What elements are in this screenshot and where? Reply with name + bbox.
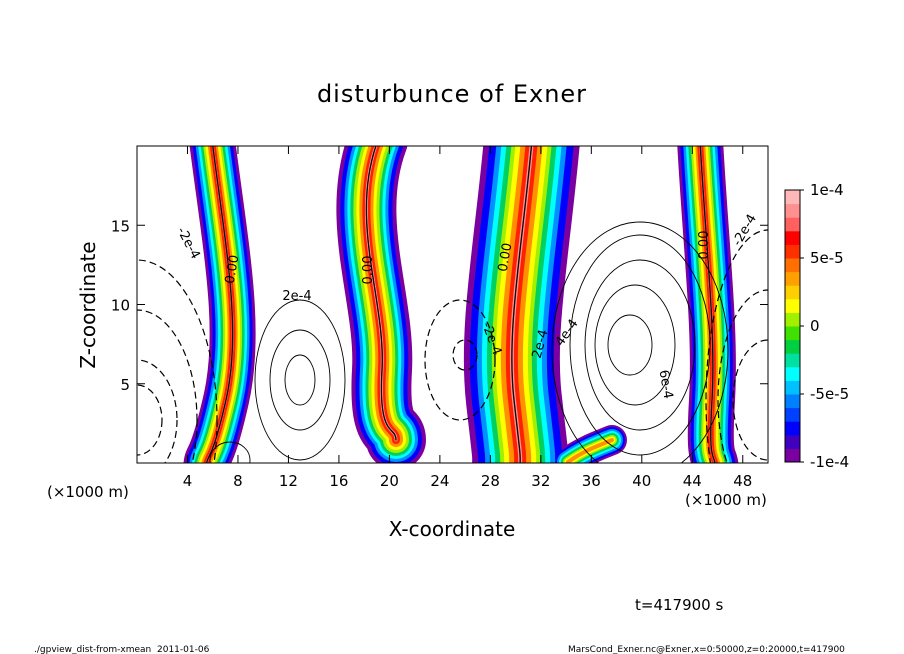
y-tick-label: 10 bbox=[111, 297, 130, 315]
colorbar-band bbox=[785, 312, 800, 327]
colorbar-band bbox=[785, 366, 800, 381]
colorbar-band bbox=[785, 353, 800, 368]
footer-left: ./gpview_dist-from-xmean 2011-01-06 bbox=[34, 645, 210, 654]
y-axis-label: Z-coordinate bbox=[76, 241, 100, 368]
colorbar-band bbox=[785, 394, 800, 409]
colorbar-band bbox=[785, 217, 800, 232]
contour-label: 2e-4 bbox=[282, 289, 311, 304]
contour-field: -2e-4 0.00 2e-4 0.00 -2e-4 0.00 2e-4 4e-… bbox=[137, 146, 768, 463]
x-tick-label: 48 bbox=[733, 472, 752, 490]
annotation: t=417900 s bbox=[635, 596, 723, 614]
colorbar-band bbox=[785, 190, 800, 205]
contour-label: -2e-4 bbox=[174, 225, 203, 262]
contour-label: -2e-4 bbox=[730, 212, 760, 249]
x-tick-label: 28 bbox=[481, 472, 500, 490]
colorbar-band bbox=[785, 285, 800, 300]
x-tick-label: 4 bbox=[183, 472, 193, 490]
x-unit-label: (×1000 m) bbox=[685, 491, 767, 509]
x-tick-label: 20 bbox=[380, 472, 399, 490]
x-tick-label: 8 bbox=[233, 472, 243, 490]
colorbar bbox=[785, 190, 800, 463]
contour-label: 0.00 bbox=[697, 231, 712, 260]
x-tick-label: 36 bbox=[582, 472, 601, 490]
colorbar-band bbox=[785, 230, 800, 245]
contour-label: 0.00 bbox=[361, 256, 376, 285]
colorbar-band bbox=[785, 339, 800, 354]
colorbar-band bbox=[785, 407, 800, 422]
colorbar-band bbox=[785, 434, 800, 449]
x-unit-label: (×1000 m) bbox=[47, 483, 129, 501]
colorbar-tick-label: 0 bbox=[810, 317, 820, 335]
colorbar-band bbox=[785, 298, 800, 313]
colorbar-tick-label: 1e-4 bbox=[810, 181, 844, 199]
colorbar-band bbox=[785, 271, 800, 286]
chart-title: disturbunce of Exner bbox=[317, 80, 587, 108]
colorbar-band bbox=[785, 380, 800, 395]
colorbar-band bbox=[785, 326, 800, 341]
colorbar-tick-label: -1e-4 bbox=[810, 453, 849, 471]
colorbar-band bbox=[785, 203, 800, 218]
contour-label: 2e-4 bbox=[530, 328, 552, 360]
contour-lines bbox=[137, 221, 768, 463]
colorbar-tick-label: 5e-5 bbox=[810, 249, 844, 267]
contour-label: 0.00 bbox=[496, 242, 516, 273]
colorbar-band bbox=[785, 244, 800, 259]
colorbar-tick-label: -5e-5 bbox=[810, 385, 849, 403]
x-axis-label: X-coordinate bbox=[389, 517, 516, 541]
y-tick-label: 15 bbox=[111, 217, 130, 235]
x-tick-label: 12 bbox=[279, 472, 298, 490]
x-tick-label: 40 bbox=[632, 472, 651, 490]
colorbar-band bbox=[785, 421, 800, 436]
contour-label: 6e-4 bbox=[656, 369, 676, 400]
colorbar-band bbox=[785, 258, 800, 273]
y-tick-label: 5 bbox=[120, 376, 130, 394]
colorbar-band bbox=[785, 448, 800, 463]
x-tick-label: 16 bbox=[329, 472, 348, 490]
x-tick-label: 32 bbox=[531, 472, 550, 490]
contour-label: 0.00 bbox=[223, 254, 243, 285]
footer-right: MarsCond_Exner.nc@Exner,x=0:50000,z=0:20… bbox=[568, 645, 845, 654]
x-tick-label: 24 bbox=[430, 472, 449, 490]
x-tick-label: 44 bbox=[683, 472, 702, 490]
